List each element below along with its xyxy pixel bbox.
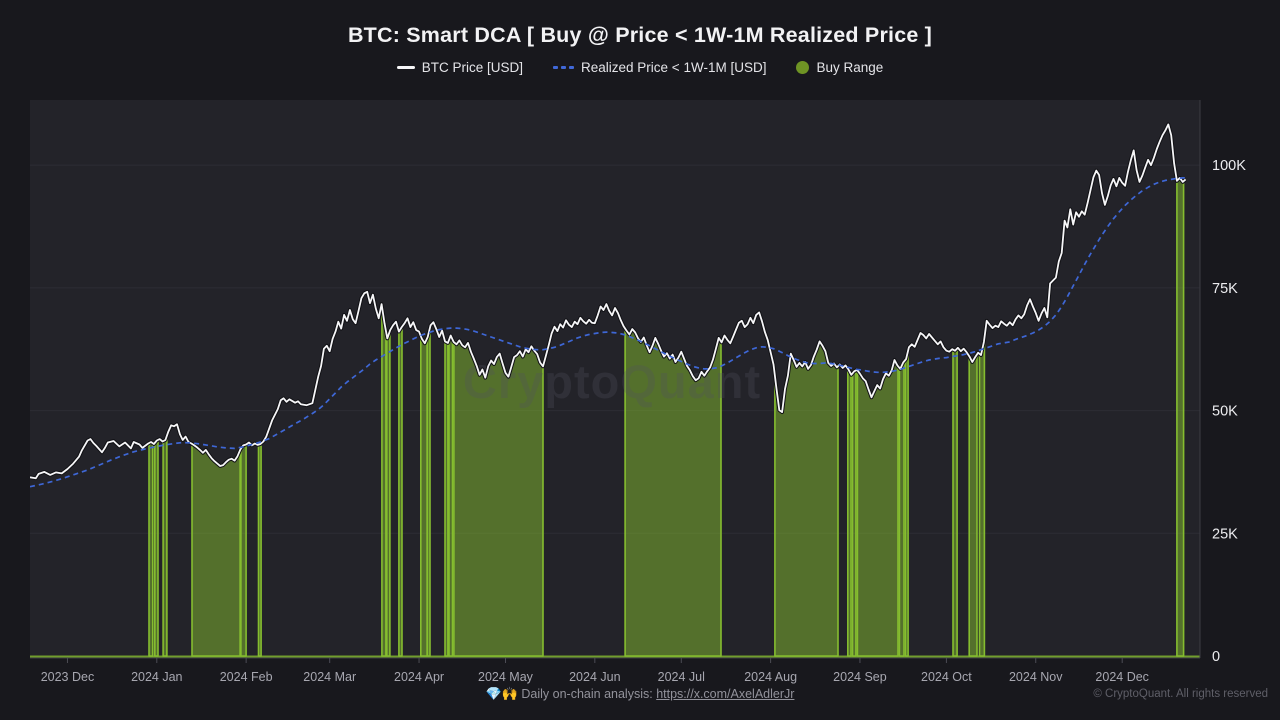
line-swatch-icon	[396, 66, 415, 69]
svg-text:2024 Oct: 2024 Oct	[921, 670, 972, 684]
footer-text: Daily on-chain analysis:	[517, 687, 657, 701]
svg-text:2024 Apr: 2024 Apr	[394, 670, 444, 684]
svg-text:50K: 50K	[1212, 404, 1238, 420]
svg-text:CryptoQuant: CryptoQuant	[463, 355, 761, 408]
chart-legend: BTC Price [USD] Realized Price < 1W-1M […	[0, 60, 1280, 75]
legend-item-buy-range[interactable]: Buy Range	[796, 60, 883, 75]
svg-text:2024 Nov: 2024 Nov	[1009, 670, 1063, 684]
legend-label-realized-price: Realized Price < 1W-1M [USD]	[581, 60, 767, 75]
legend-item-realized-price[interactable]: Realized Price < 1W-1M [USD]	[553, 60, 766, 75]
svg-text:2024 Jul: 2024 Jul	[658, 670, 705, 684]
svg-text:2024 Aug: 2024 Aug	[744, 670, 797, 684]
page-title: BTC: Smart DCA [ Buy @ Price < 1W-1M Rea…	[347, 23, 933, 47]
legend-label-btc-price: BTC Price [USD]	[421, 60, 524, 75]
chart-header: BTC: Smart DCA [ Buy @ Price < 1W-1M Rea…	[0, 0, 1280, 75]
dashed-line-swatch-icon	[553, 66, 575, 69]
chart-footer: 💎🙌 Daily on-chain analysis: https://x.co…	[0, 686, 1280, 702]
svg-text:2024 Sep: 2024 Sep	[833, 670, 887, 684]
svg-text:2024 Mar: 2024 Mar	[303, 670, 356, 684]
footer-link[interactable]: https://x.com/AxelAdlerJr	[656, 687, 795, 701]
svg-text:2023 Dec: 2023 Dec	[41, 670, 95, 684]
svg-text:2024 May: 2024 May	[478, 670, 534, 684]
svg-text:100K: 100K	[1212, 158, 1246, 174]
svg-text:2024 Feb: 2024 Feb	[220, 670, 273, 684]
svg-text:2024 Jan: 2024 Jan	[131, 670, 182, 684]
svg-text:25K: 25K	[1212, 526, 1238, 542]
legend-label-buy-range: Buy Range	[816, 60, 884, 75]
copyright-notice: © CryptoQuant. All rights reserved	[1093, 688, 1268, 700]
svg-text:2024 Dec: 2024 Dec	[1095, 670, 1149, 684]
svg-text:0: 0	[1212, 649, 1220, 665]
dot-swatch-icon	[796, 61, 810, 74]
svg-text:2024 Jun: 2024 Jun	[569, 670, 620, 684]
svg-text:75K: 75K	[1212, 281, 1238, 297]
footer-note: 💎🙌 Daily on-chain analysis: https://x.co…	[0, 686, 1280, 702]
legend-item-btc-price[interactable]: BTC Price [USD]	[396, 60, 524, 75]
diamond-hands-icon: 💎🙌	[485, 686, 518, 701]
